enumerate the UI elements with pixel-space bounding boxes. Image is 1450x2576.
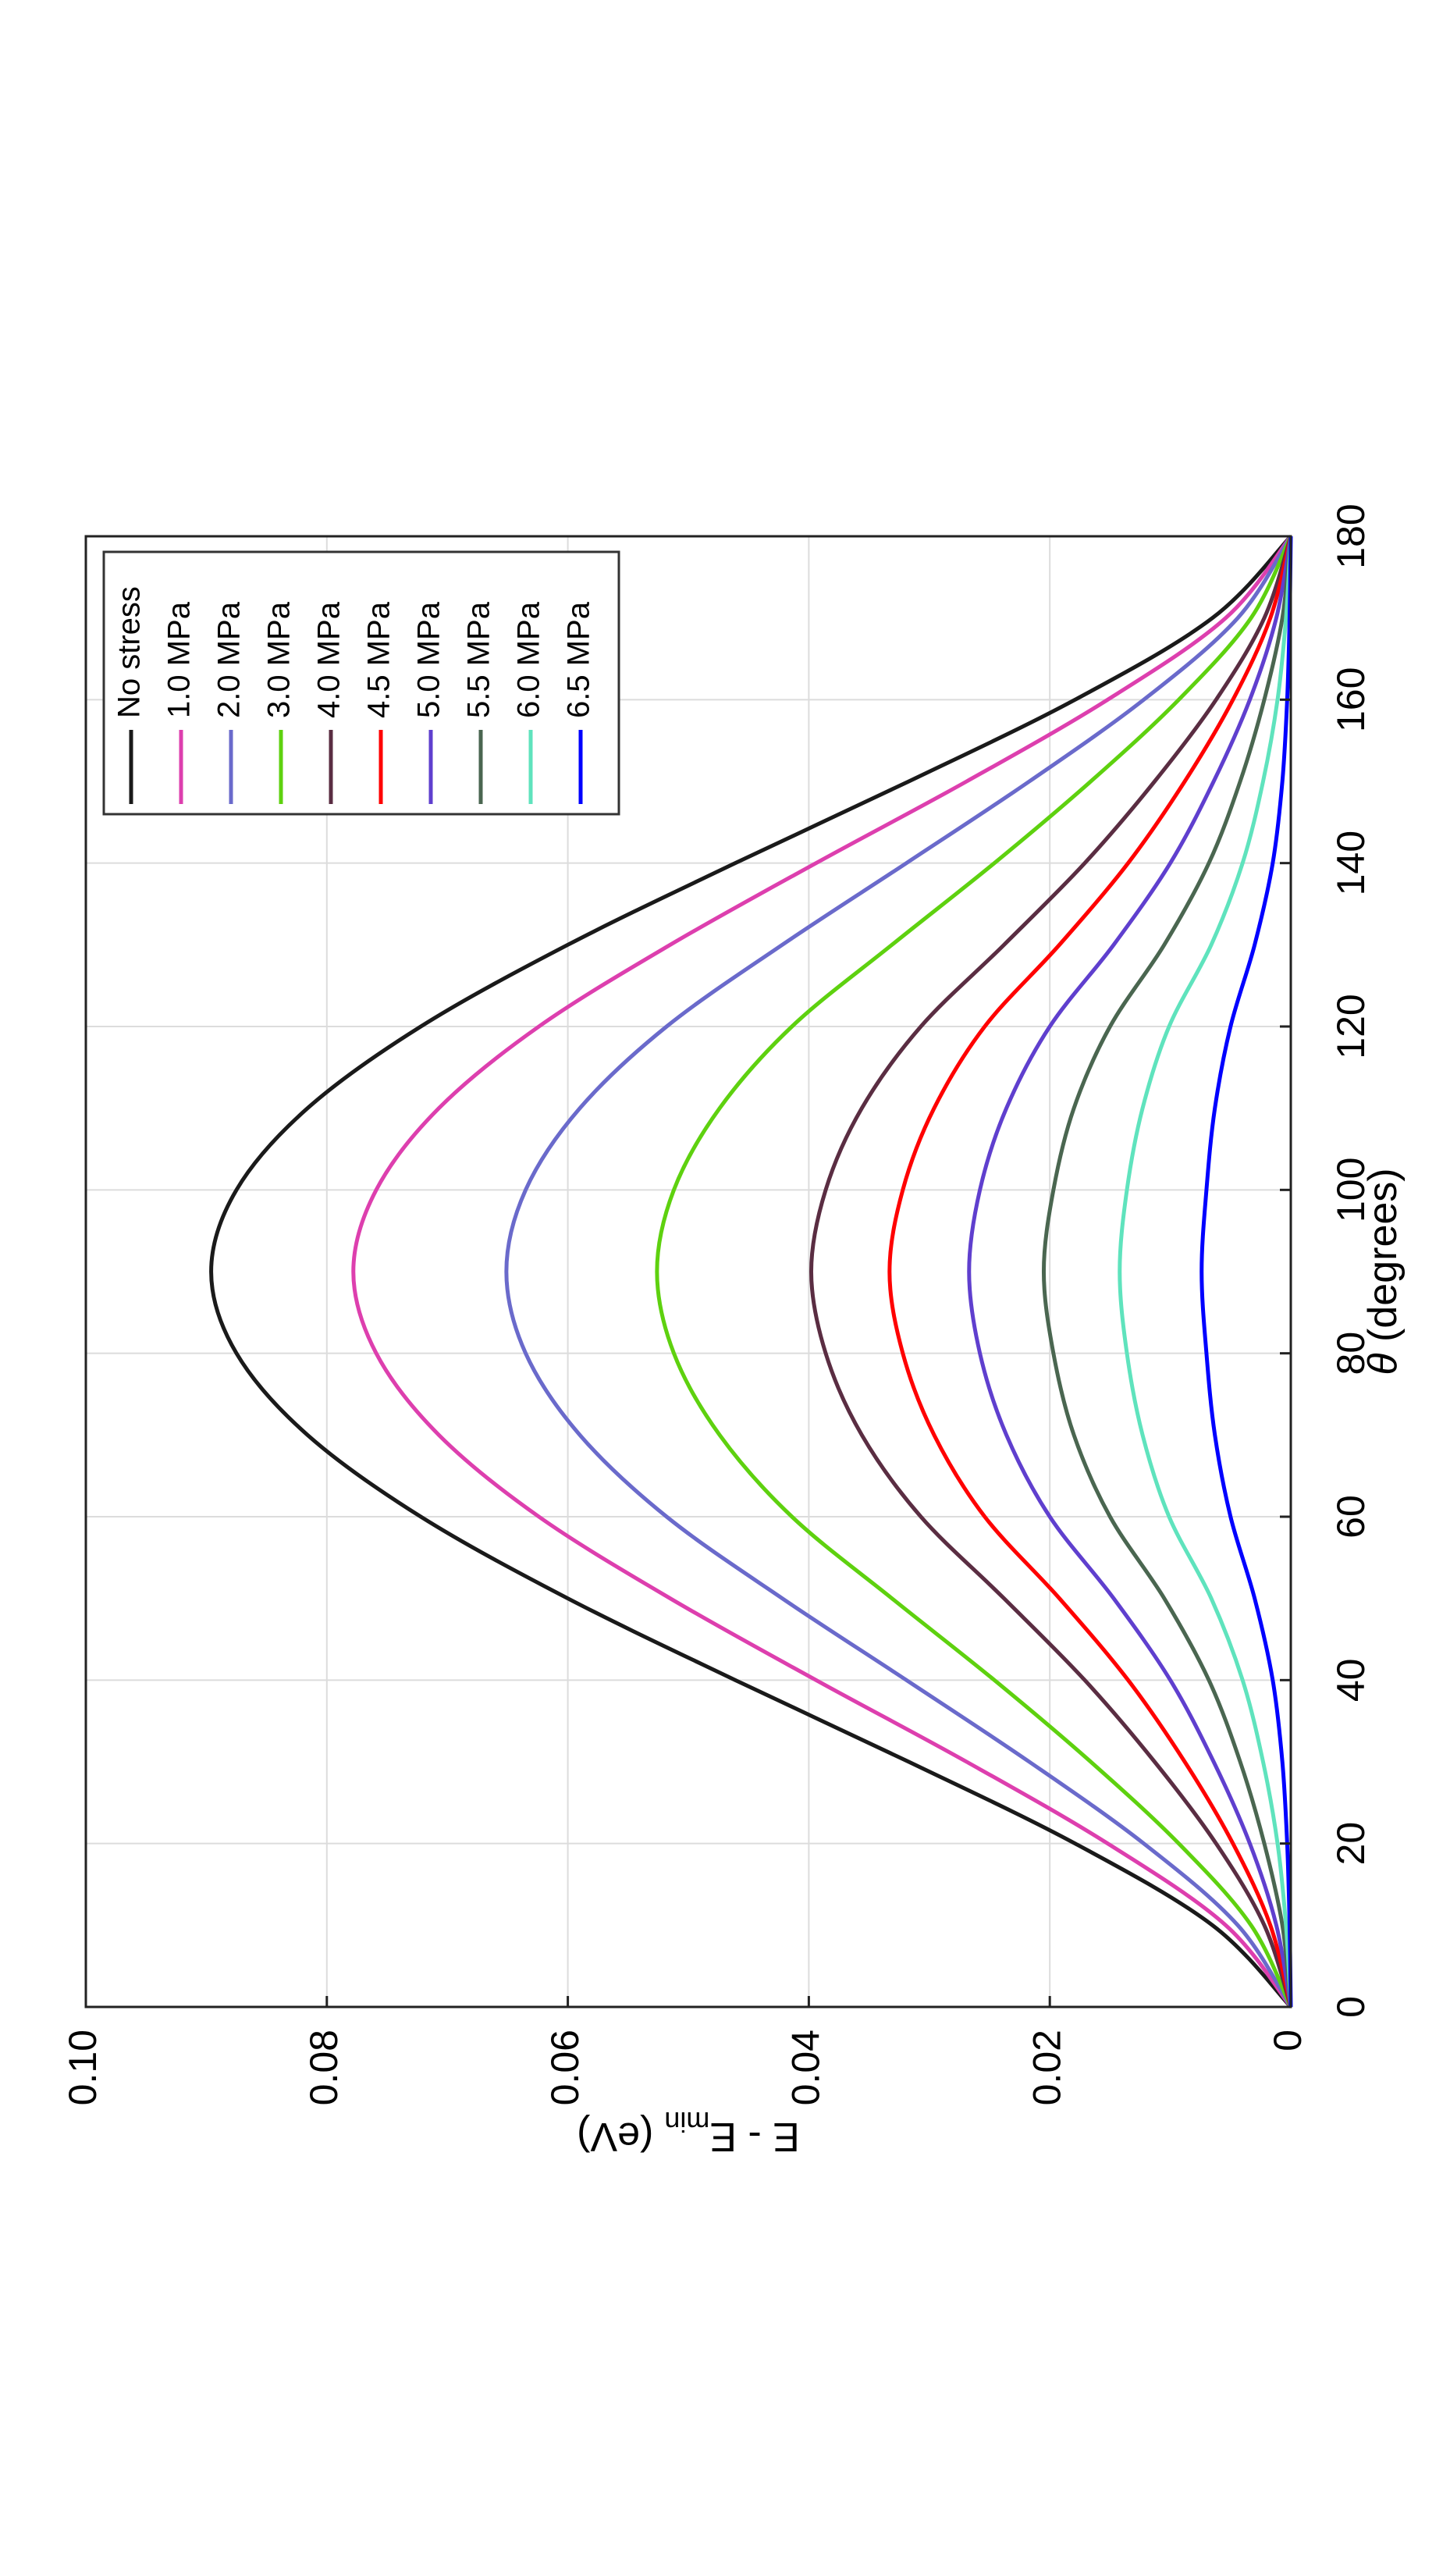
y-tick-label: 0.02 xyxy=(1025,2030,1068,2105)
series-line-3-0-mpa xyxy=(655,535,1293,2008)
legend-box xyxy=(102,550,620,816)
x-tick-label: 180 xyxy=(1329,503,1373,568)
series-line-5-5-mpa xyxy=(1041,535,1293,2008)
x-tick-label: 80 xyxy=(1329,1332,1373,1375)
legend-label: 4.5 MPa xyxy=(362,601,396,718)
legend-label: 5.5 MPa xyxy=(462,601,496,718)
legend-label: 4.0 MPa xyxy=(312,601,347,718)
y-tick-label: 0.10 xyxy=(61,2030,105,2105)
y-label-sub: min xyxy=(664,2106,709,2138)
legend-label: 5.0 MPa xyxy=(412,601,446,718)
legend: No stress 1.0 MPa 2.0 MPa 3.0 MPa 4.0 MPa 4.5… xyxy=(102,550,620,816)
series-line-6-5-mpa xyxy=(1199,535,1293,2008)
x-tick-label: 120 xyxy=(1329,994,1373,1059)
series-line-5-0-mpa xyxy=(967,535,1293,2008)
x-axis-label-text: (degrees) xyxy=(1360,1168,1406,1353)
legend-label: 6.0 MPa xyxy=(512,601,546,718)
y-tick-label: 0.04 xyxy=(784,2030,828,2105)
legend-label: No stress xyxy=(112,586,147,718)
x-tick-label: 0 xyxy=(1329,1996,1373,2018)
curves xyxy=(209,535,1293,2008)
legend-label: 3.0 MPa xyxy=(262,601,297,718)
legend-label: 6.5 MPa xyxy=(562,601,596,718)
plot-frame xyxy=(84,535,1292,2008)
series-line-4-0-mpa xyxy=(809,535,1293,2008)
x-tick-label: 100 xyxy=(1329,1158,1373,1222)
series-line-1-0-mpa xyxy=(351,535,1292,2008)
legend-label: 1.0 MPa xyxy=(162,601,197,718)
x-tick-label: 60 xyxy=(1329,1495,1373,1539)
ticks: 0 20 40 60 80 100 120 140 160 180 0 0.02 0.04 0.06 0.0… xyxy=(61,503,1373,2105)
y-label-unit: (eV) xyxy=(577,2114,653,2159)
series-line-no-stress xyxy=(209,535,1292,2008)
y-label-main: E - E xyxy=(709,2114,800,2159)
legend-label: 2.0 MPa xyxy=(212,601,247,718)
x-tick-label: 140 xyxy=(1329,831,1373,895)
y-tick-label: 0 xyxy=(1266,2030,1310,2051)
x-axis-label: θ (degrees) xyxy=(1360,1168,1406,1375)
x-tick-label: 40 xyxy=(1329,1659,1373,1703)
x-tick-label: 160 xyxy=(1329,667,1373,732)
series-line-2-0-mpa xyxy=(504,535,1293,2008)
series-line-4-5-mpa xyxy=(887,535,1293,2008)
y-tick-label: 0.08 xyxy=(302,2030,346,2105)
theta-symbol: θ xyxy=(1360,1353,1406,1375)
series-line-6-0-mpa xyxy=(1118,535,1293,2008)
x-tick-label: 20 xyxy=(1329,1822,1373,1866)
y-axis-label: E - Emin (eV) xyxy=(577,2106,800,2159)
y-tick-label: 0.06 xyxy=(543,2030,587,2105)
